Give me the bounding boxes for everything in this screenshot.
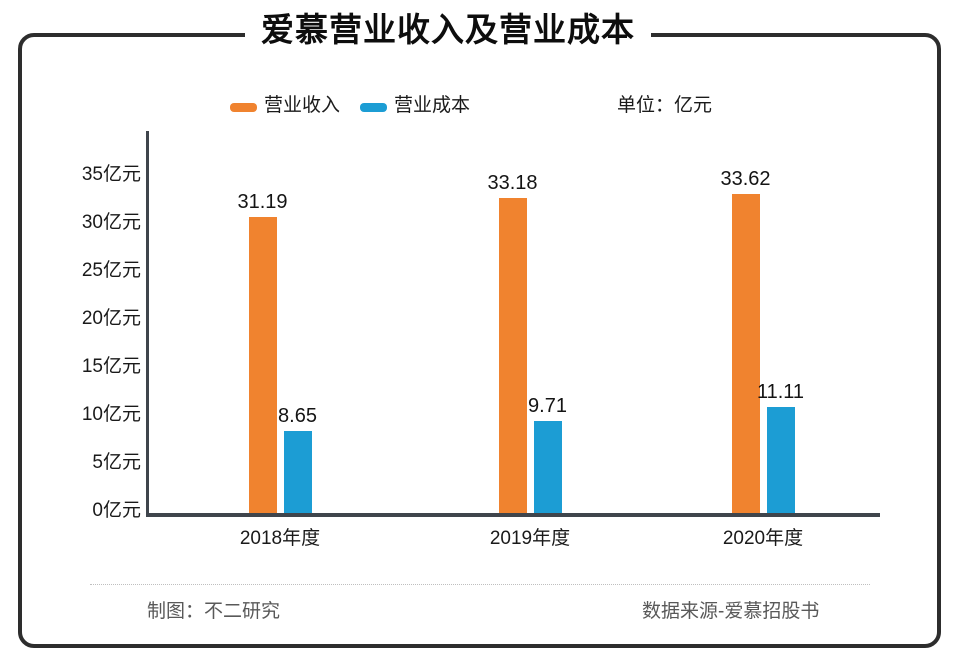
legend-label-cost: 营业成本 <box>394 95 471 116</box>
y-tick-label: 10亿元 <box>81 404 141 425</box>
y-tick-label: 25亿元 <box>81 260 141 281</box>
y-tick-label: 0亿元 <box>92 500 141 521</box>
revenue-bar-2020年度 <box>731 194 760 513</box>
y-tick-label: 35亿元 <box>81 164 141 185</box>
y-tick-label: 5亿元 <box>92 452 141 473</box>
footer-credit: 制图：不二研究 <box>147 601 281 622</box>
chart-title: 爱慕营业收入及营业成本 <box>245 6 651 54</box>
x-axis-line <box>146 513 880 517</box>
footer-source: 数据来源-爱慕招股书 <box>642 601 820 622</box>
revenue-bar-2018年度 <box>248 217 277 513</box>
legend-swatch-revenue <box>230 103 257 112</box>
revenue-bar-2019年度 <box>498 198 527 513</box>
cost-bar-value-label: 11.11 <box>756 381 805 403</box>
x-tick-label: 2018年度 <box>239 528 321 549</box>
revenue-bar-value-label: 33.18 <box>487 172 538 194</box>
cost-bar-2019年度 <box>533 421 562 513</box>
unit-label: 单位：亿元 <box>617 95 713 116</box>
chart-frame-border <box>18 33 941 648</box>
x-tick-label: 2019年度 <box>489 528 571 549</box>
cost-bar-value-label: 8.65 <box>278 405 317 427</box>
revenue-bar-value-label: 31.19 <box>237 191 288 213</box>
cost-bar-value-label: 9.71 <box>528 395 567 417</box>
y-tick-label: 30亿元 <box>81 212 141 233</box>
y-tick-label: 15亿元 <box>81 356 141 377</box>
cost-bar-2018年度 <box>283 431 312 513</box>
cost-bar-2020年度 <box>766 407 795 513</box>
legend-swatch-cost <box>360 103 387 112</box>
footer-divider <box>90 584 870 585</box>
revenue-bar-value-label: 33.62 <box>720 168 771 190</box>
legend-label-revenue: 营业收入 <box>264 95 341 116</box>
x-tick-label: 2020年度 <box>722 528 804 549</box>
y-axis-line <box>146 131 149 517</box>
y-tick-label: 20亿元 <box>81 308 141 329</box>
